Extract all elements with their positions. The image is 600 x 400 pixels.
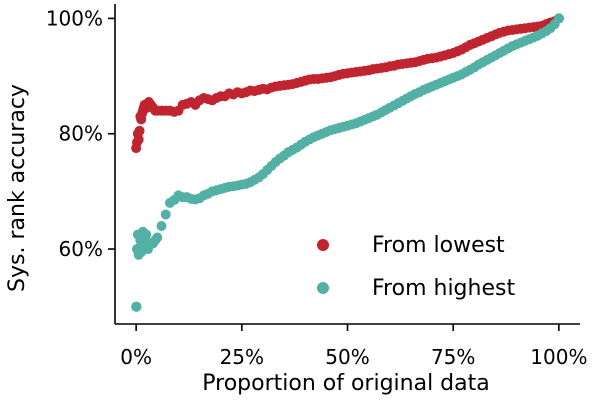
legend: From lowest From highest	[317, 233, 515, 301]
y-axis-title: Sys. rank accuracy	[5, 84, 30, 292]
x-tick-label-1: 25%	[220, 345, 264, 369]
point-from-highest-115	[553, 13, 564, 24]
point-from-lowest-3	[133, 134, 144, 145]
point-from-lowest-4	[134, 125, 145, 136]
y-tick-label-2: 100%	[46, 6, 103, 30]
x-tick-label-0: 0%	[120, 345, 152, 369]
point-from-highest-1	[131, 301, 142, 312]
x-axis-title: Proportion of original data	[202, 371, 489, 396]
legend-marker-from-lowest	[317, 239, 329, 251]
x-axis-ticks: 0% 25% 50% 75% 100%	[120, 324, 587, 369]
point-from-highest-22	[160, 209, 171, 220]
legend-label-from-highest: From highest	[372, 276, 515, 301]
point-from-highest-20	[152, 232, 163, 243]
point-from-highest-21	[156, 220, 167, 231]
series-from-lowest	[131, 13, 564, 154]
y-tick-label-1: 80%	[59, 122, 103, 146]
x-tick-label-4: 100%	[530, 345, 587, 369]
y-tick-label-0: 60%	[59, 237, 103, 261]
x-tick-label-2: 50%	[325, 345, 369, 369]
point-from-highest-13	[141, 229, 152, 240]
series-from-highest	[131, 13, 564, 312]
y-axis-ticks: 60% 80% 100%	[46, 6, 115, 261]
x-tick-label-3: 75%	[431, 345, 475, 369]
legend-label-from-lowest: From lowest	[372, 233, 505, 258]
legend-marker-from-highest	[317, 282, 329, 294]
